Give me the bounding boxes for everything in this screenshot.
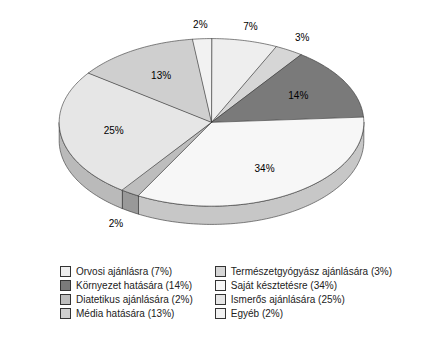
svg-text:25%: 25% [104, 125, 124, 136]
svg-text:2%: 2% [193, 19, 208, 30]
svg-text:34%: 34% [255, 163, 275, 174]
html-text:Természetgyógyász ajánlására (: Természetgyógyász ajánlására (3%) [230, 266, 392, 277]
svg-text:14%: 14% [288, 90, 308, 101]
svg-text:13%: 13% [151, 70, 171, 81]
html-text:Egyéb (2%): Egyéb (2%) [230, 308, 284, 319]
svg-text:7%: 7% [243, 21, 258, 32]
html-text:Saját késztetésre (34%): Saját késztetésre (34%) [230, 280, 337, 291]
html-text:Környezet hatására (14%): Környezet hatására (14%) [76, 280, 193, 291]
html-text:Média hatására (13%): Média hatására (13%) [76, 308, 175, 319]
svg-text:3%: 3% [295, 32, 310, 43]
html-text:Diatetikus ajánlására (2%): Diatetikus ajánlására (2%) [76, 294, 193, 305]
html-text:Ismerős ajánlására (25%): Ismerős ajánlására (25%) [230, 294, 345, 305]
html-text:Orvosi ajánlásra (7%): Orvosi ajánlásra (7%) [76, 266, 173, 277]
svg-text:2%: 2% [109, 218, 124, 229]
